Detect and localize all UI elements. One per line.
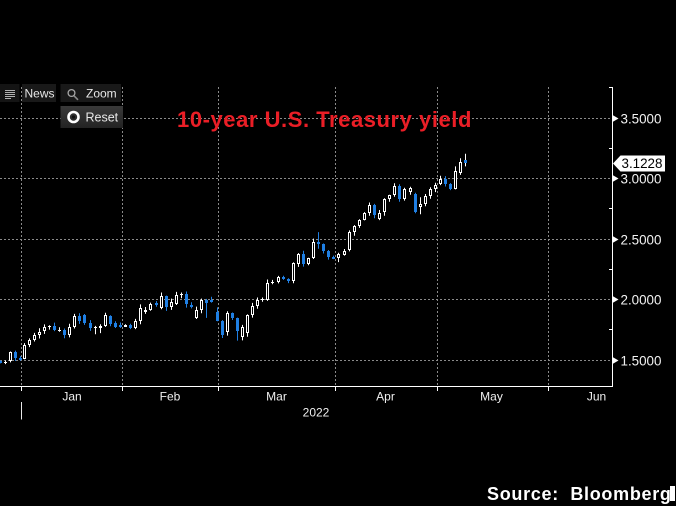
- svg-text:Zoom: Zoom: [86, 87, 117, 101]
- svg-text:News: News: [25, 87, 55, 101]
- svg-text:Feb: Feb: [160, 390, 181, 404]
- svg-text:Reset: Reset: [86, 111, 119, 125]
- svg-text:3.1228: 3.1228: [622, 156, 663, 171]
- svg-text:1.5000: 1.5000: [621, 354, 662, 369]
- svg-text:Mar: Mar: [266, 390, 287, 404]
- svg-text:3.5000: 3.5000: [621, 112, 662, 127]
- svg-text:May: May: [480, 390, 503, 404]
- svg-text:2.5000: 2.5000: [621, 233, 662, 248]
- svg-text:Jan: Jan: [62, 390, 81, 404]
- svg-text:Jun: Jun: [587, 390, 606, 404]
- svg-text:10-year U.S. Treasury yield: 10-year U.S. Treasury yield: [177, 107, 472, 132]
- svg-text:Source: Bloomberg: Source: Bloomberg: [487, 484, 672, 504]
- svg-text:3.0000: 3.0000: [621, 172, 662, 187]
- svg-text:Apr: Apr: [376, 390, 395, 404]
- svg-text:2.0000: 2.0000: [621, 293, 662, 308]
- svg-text:2022: 2022: [303, 406, 330, 420]
